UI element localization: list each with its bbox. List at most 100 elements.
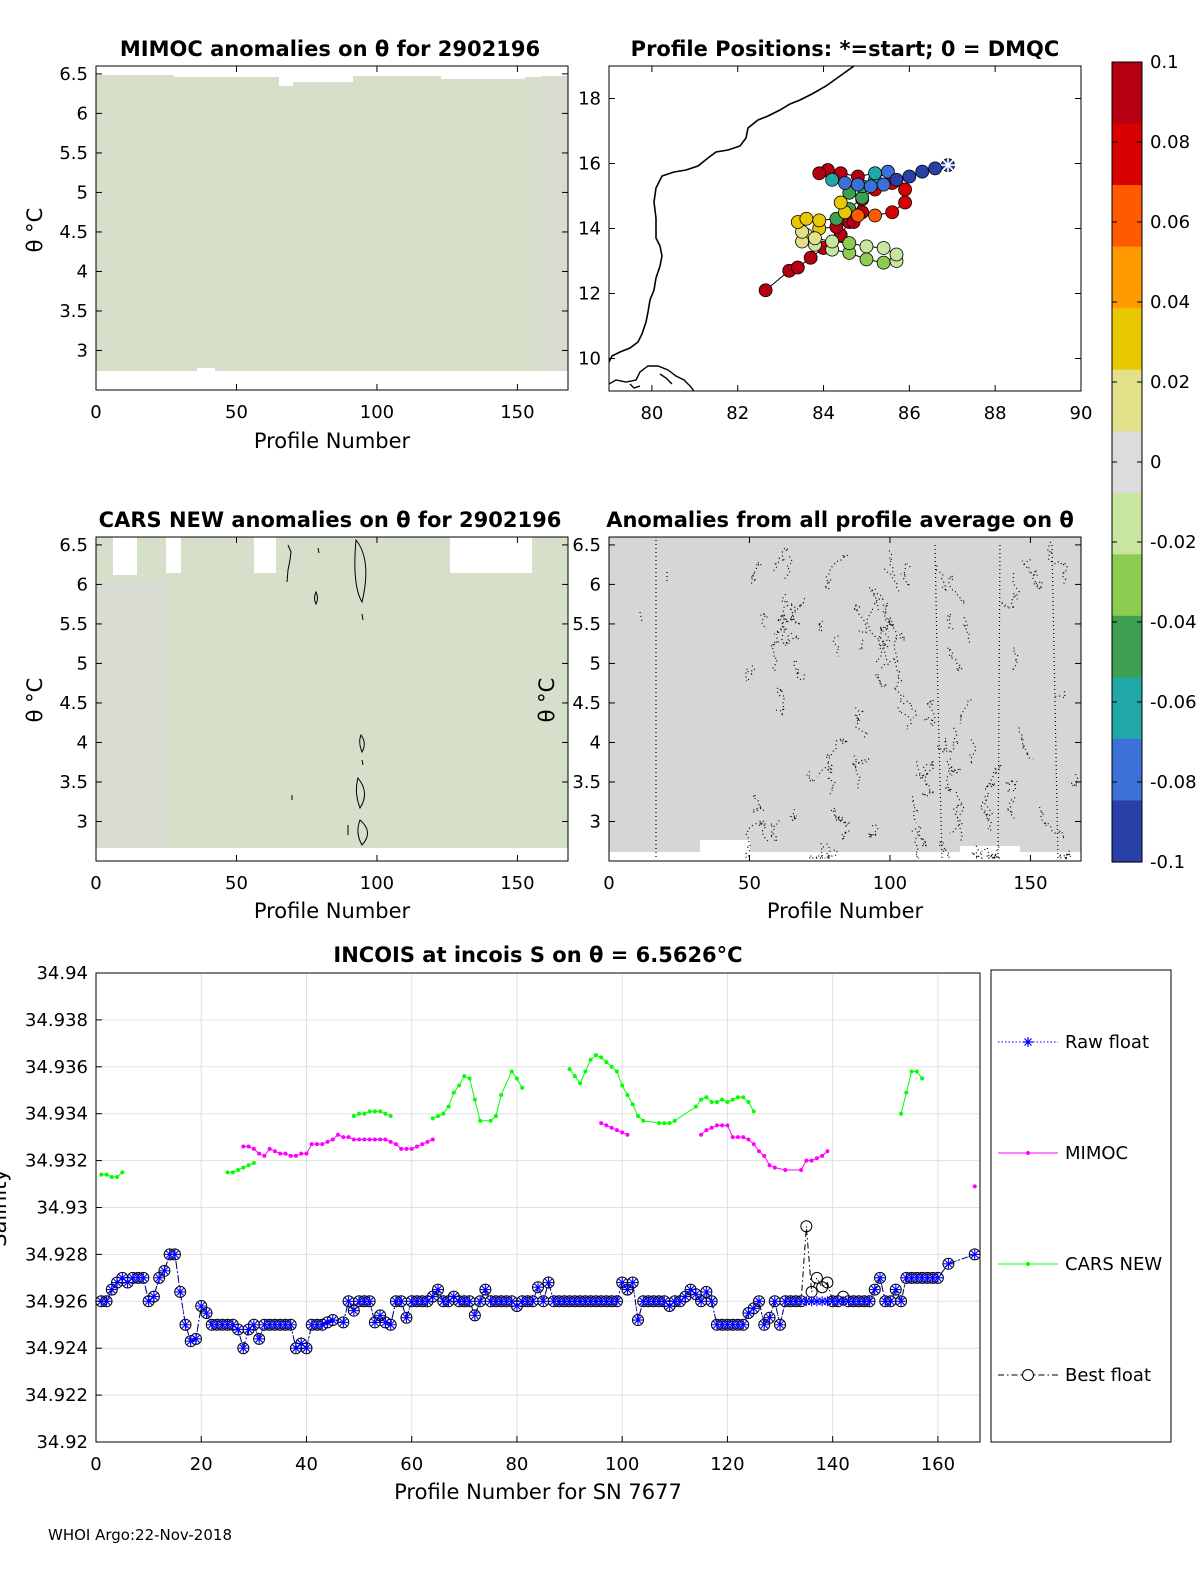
x-tick-label: 50 [738, 873, 761, 894]
cars-gap [254, 537, 276, 573]
raw-float-marker [264, 1319, 275, 1330]
raw-float-marker [406, 1296, 417, 1307]
raw-float-marker [627, 1277, 638, 1288]
profile-position-point [915, 164, 930, 179]
cars-new-marker [672, 1118, 677, 1123]
raw-float-marker [485, 1296, 496, 1307]
contour [359, 734, 365, 754]
raw-float-marker [133, 1272, 144, 1283]
cars-new-marker [383, 1111, 388, 1116]
best-float-marker [874, 1271, 887, 1284]
raw-float-marker [543, 1277, 554, 1288]
footer-stamp: WHOI Argo:22-Nov-2018 [48, 1526, 232, 1544]
cars-new-marker [493, 1114, 498, 1119]
incois-xlabel: Profile Number for SN 7677 [394, 1480, 682, 1504]
raw-float-marker [448, 1291, 459, 1302]
cars-new-marker [514, 1076, 519, 1081]
y-tick-label: 5.5 [59, 614, 88, 635]
y-tick-label: 34.926 [25, 1291, 88, 1312]
coastline-south [609, 365, 695, 391]
coastline [609, 66, 855, 363]
raw-float-marker [243, 1324, 254, 1335]
raw-float-marker [880, 1296, 891, 1307]
cars-new-marker [362, 1111, 367, 1116]
mimoc-marker [799, 1167, 804, 1172]
avg-ticks: 0 50 100 150 6.5 6 5.5 5 4.5 4 3.5 3 [572, 535, 1081, 894]
y-tick-label: 4 [77, 732, 88, 753]
mimoc-marker [367, 1137, 372, 1142]
raw-float-marker [575, 1296, 586, 1307]
y-tick-label: 34.93 [36, 1198, 88, 1219]
best-float-marker [468, 1309, 481, 1322]
best-float-marker [432, 1283, 445, 1296]
cars-new-marker [920, 1076, 925, 1081]
best-float-marker [626, 1276, 639, 1289]
best-float-marker [237, 1342, 250, 1355]
colorbar-segment [1112, 369, 1142, 432]
cars-new-marker [99, 1172, 104, 1177]
cars-new-marker [667, 1121, 672, 1126]
colorbar-tick-label: -0.1 [1150, 852, 1185, 873]
incois-ticks: 0 20 40 60 80 100 120 140 160 34.94 34.938 34.936 34… [25, 963, 955, 1475]
y-tick-label: 34.92 [36, 1432, 88, 1453]
mimoc-marker [762, 1153, 767, 1158]
raw-float-marker [533, 1282, 543, 1293]
raw-float-marker [238, 1343, 249, 1354]
y-tick-label: 6 [77, 574, 88, 595]
legend: Raw float MIMOC CARS NEW Best float [990, 969, 1172, 1443]
avg-gap [609, 852, 1081, 861]
mimoc-marker [293, 1153, 298, 1158]
contour [354, 538, 367, 604]
x-tick-label: 140 [815, 1454, 849, 1475]
raw-float-marker [122, 1277, 133, 1288]
colorbar-segment [1112, 185, 1142, 248]
raw-float-marker [522, 1296, 533, 1307]
colorbar-tick-label: -0.04 [1150, 612, 1197, 633]
cars-new-marker [388, 1114, 393, 1119]
raw-float-marker [317, 1319, 328, 1330]
mimoc-gap [353, 66, 441, 76]
raw-float-marker [312, 1319, 322, 1330]
y-tick-label: 3.5 [59, 772, 88, 793]
contour-lines [639, 540, 668, 858]
raw-float-marker [743, 1308, 754, 1319]
raw-float-marker [259, 1319, 270, 1330]
raw-float-marker [396, 1296, 407, 1307]
profile-position-point [876, 255, 891, 270]
cars-new-marker [662, 1121, 667, 1126]
cars-new-marker [604, 1060, 609, 1065]
cars-new-marker [609, 1064, 614, 1069]
raw-float-marker [511, 1300, 522, 1311]
y-tick-label: 4 [77, 261, 88, 282]
colorbar-tick-label: -0.06 [1150, 692, 1197, 713]
mimoc-marker [735, 1135, 740, 1140]
profile-position-point [838, 176, 852, 190]
mimoc-marker [757, 1149, 761, 1154]
profile-position-point [885, 205, 900, 220]
y-tick-label: 34.928 [25, 1244, 88, 1265]
mimoc-gap [197, 368, 215, 372]
y-tick-label: 3 [590, 811, 601, 832]
colorbar-segment [1112, 615, 1142, 678]
raw-float-marker [727, 1319, 738, 1330]
mimoc-marker [241, 1144, 246, 1149]
cars-ylabel: θ °C [23, 678, 47, 723]
cars-new-marker [572, 1074, 577, 1079]
raw-float-marker [701, 1286, 712, 1297]
cars-new-marker [436, 1114, 441, 1119]
cars-field [96, 537, 568, 861]
cars-new-marker [899, 1111, 904, 1116]
x-tick-label: 100 [605, 1454, 639, 1475]
mimoc-marker [704, 1128, 709, 1133]
colorbar-tick-label: 0.1 [1150, 52, 1179, 73]
cars-contours [286, 538, 368, 846]
cars-new-marker [588, 1057, 593, 1062]
raw-float-marker [775, 1319, 786, 1330]
raw-float-marker [890, 1284, 901, 1295]
cars-new-marker [741, 1095, 746, 1100]
mimoc-marker [309, 1142, 314, 1147]
raw-float-marker [811, 1296, 822, 1307]
profile-position-point [799, 211, 814, 226]
mimoc-marker [399, 1146, 404, 1151]
